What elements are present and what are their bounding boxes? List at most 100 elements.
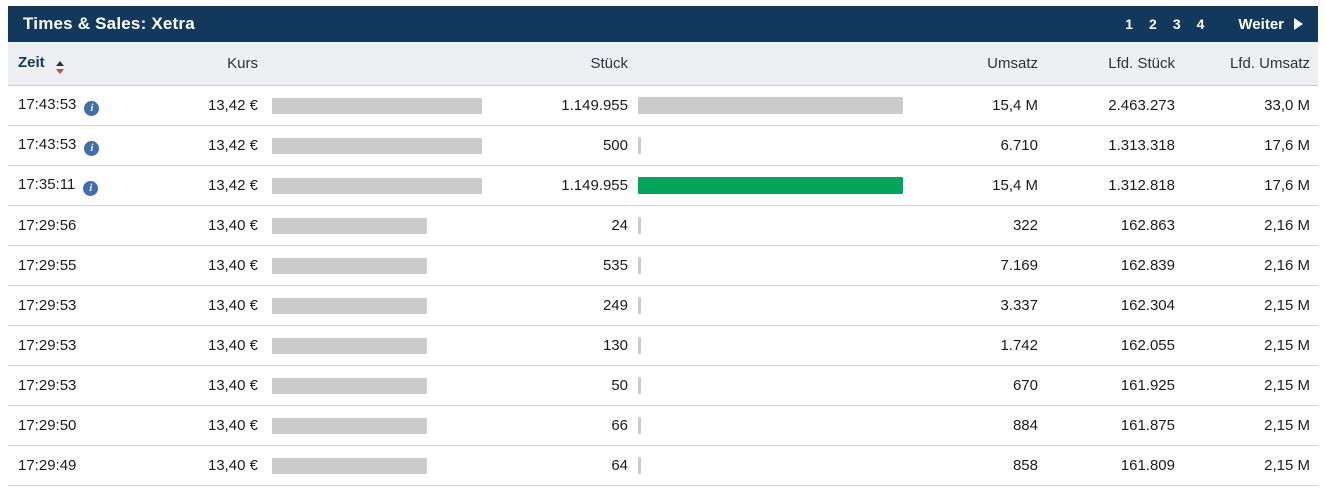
times-sales-panel: Times & Sales: Xetra 1 2 3 4 Weiter Zeit… <box>8 6 1318 486</box>
trade-price: 13,40 € <box>188 205 258 246</box>
info-icon[interactable]: i <box>84 140 100 156</box>
page-title: Times & Sales: Xetra <box>23 14 195 33</box>
cumulative-turnover: 2,15 M <box>1175 445 1318 486</box>
table-row: 17:35:11 i 13,42 € 1.149.955 15,4 M 1.312… <box>8 165 1318 206</box>
volume-bar <box>638 297 641 314</box>
trade-price: 13,40 € <box>188 365 258 406</box>
volume-bar <box>638 457 641 474</box>
price-level-bar <box>272 217 427 234</box>
column-header-umsatz: Umsatz <box>913 42 1038 86</box>
cumulative-volume: 162.055 <box>1038 325 1175 366</box>
table-row: 17:29:56 13,40 € 24 322 162.863 2,16 M <box>8 205 1318 246</box>
trade-price: 13,40 € <box>188 325 258 366</box>
price-level-bar <box>272 97 482 114</box>
cumulative-turnover: 33,0 M <box>1175 85 1318 126</box>
trade-volume: 535 <box>498 245 628 286</box>
trade-turnover: 3.337 <box>913 285 1038 326</box>
cumulative-volume: 161.809 <box>1038 445 1175 486</box>
trade-turnover: 884 <box>913 405 1038 446</box>
cumulative-volume: 161.875 <box>1038 405 1175 446</box>
cumulative-volume: 162.839 <box>1038 245 1175 286</box>
price-level-bar <box>272 377 427 394</box>
volume-bar <box>638 337 641 354</box>
trade-turnover: 670 <box>913 365 1038 406</box>
page-number-3[interactable]: 3 <box>1172 16 1181 32</box>
times-sales-table: Zeit Kurs Stück Umsatz Lfd. Stück Lfd. U… <box>8 42 1318 486</box>
trade-time: 17:29:49 <box>18 457 77 474</box>
next-page-label: Weiter <box>1238 15 1284 33</box>
volume-bar <box>638 137 641 154</box>
trade-turnover: 6.710 <box>913 125 1038 166</box>
trade-price: 13,42 € <box>188 85 258 126</box>
trade-turnover: 15,4 M <box>913 165 1038 206</box>
trade-volume: 1.149.955 <box>498 165 628 206</box>
cumulative-volume: 162.304 <box>1038 285 1175 326</box>
cumulative-volume: 162.863 <box>1038 205 1175 246</box>
volume-bar <box>638 417 641 434</box>
price-level-bar <box>272 337 427 354</box>
trade-turnover: 1.742 <box>913 325 1038 366</box>
table-row: 17:29:53 13,40 € 249 3.337 162.304 2,15 … <box>8 285 1318 326</box>
cumulative-volume: 1.313.318 <box>1038 125 1175 166</box>
trade-volume: 24 <box>498 205 628 246</box>
volume-bar <box>638 177 903 194</box>
column-header-kurs: Kurs <box>188 42 258 86</box>
arrow-right-icon <box>1294 18 1303 30</box>
table-body: 17:43:53 i 13,42 € 1.149.955 15,4 M 2.463… <box>8 85 1318 486</box>
cumulative-turnover: 2,15 M <box>1175 365 1318 406</box>
table-row: 17:29:50 13,40 € 66 884 161.875 2,15 M <box>8 405 1318 446</box>
trade-time: 17:43:53 <box>18 95 77 113</box>
volume-bar <box>638 217 641 234</box>
trade-time: 17:29:55 <box>18 257 77 274</box>
trade-price: 13,42 € <box>188 165 258 206</box>
column-header-zeit[interactable]: Zeit <box>8 42 188 86</box>
page-number-2[interactable]: 2 <box>1149 16 1157 32</box>
volume-bar <box>638 257 641 274</box>
trade-price: 13,40 € <box>188 285 258 326</box>
price-level-bar <box>272 417 427 434</box>
column-header-lfd-stueck: Lfd. Stück <box>1038 42 1175 86</box>
trade-turnover: 15,4 M <box>913 85 1038 126</box>
volume-bar <box>638 97 903 114</box>
panel-titlebar: Times & Sales: Xetra 1 2 3 4 Weiter <box>8 6 1318 42</box>
trade-turnover: 322 <box>913 205 1038 246</box>
trade-time: 17:35:11 <box>18 175 76 193</box>
price-level-bar <box>272 297 427 314</box>
trade-turnover: 858 <box>913 445 1038 486</box>
table-row: 17:29:55 13,40 € 535 7.169 162.839 2,16 … <box>8 245 1318 286</box>
trade-volume: 130 <box>498 325 628 366</box>
column-header-lfd-umsatz: Lfd. Umsatz <box>1175 42 1318 86</box>
table-row: 17:43:53 i 13,42 € 1.149.955 15,4 M 2.463… <box>8 85 1318 126</box>
price-level-bar <box>272 257 427 274</box>
trade-volume: 66 <box>498 405 628 446</box>
cumulative-volume: 2.463.273 <box>1038 85 1175 126</box>
cumulative-turnover: 17,6 M <box>1175 165 1318 206</box>
trade-volume: 1.149.955 <box>498 85 628 126</box>
table-row: 17:29:49 13,40 € 64 858 161.809 2,15 M <box>8 445 1318 486</box>
price-level-bar <box>272 457 427 474</box>
trade-time: 17:43:53 <box>18 135 77 153</box>
info-icon[interactable]: i <box>84 100 100 116</box>
column-header-zeit-label: Zeit <box>18 53 45 71</box>
column-header-stueck: Stück <box>498 42 628 86</box>
trade-price: 13,40 € <box>188 405 258 446</box>
column-header-kurs-bar <box>258 42 498 86</box>
trade-volume: 64 <box>498 445 628 486</box>
cumulative-volume: 1.312.818 <box>1038 165 1175 206</box>
trade-volume: 500 <box>498 125 628 166</box>
trade-price: 13,40 € <box>188 445 258 486</box>
info-icon[interactable]: i <box>83 180 99 196</box>
table-header-row: Zeit Kurs Stück Umsatz Lfd. Stück Lfd. U… <box>8 42 1318 86</box>
cumulative-turnover: 2,15 M <box>1175 285 1318 326</box>
table-row: 17:43:53 i 13,42 € 500 6.710 1.313.318 17… <box>8 125 1318 166</box>
next-page-button[interactable]: Weiter <box>1238 16 1303 33</box>
page-number-1[interactable]: 1 <box>1125 16 1134 32</box>
page-number-4[interactable]: 4 <box>1196 16 1205 32</box>
cumulative-turnover: 2,16 M <box>1175 245 1318 286</box>
trade-price: 13,42 € <box>188 125 258 166</box>
cumulative-turnover: 2,15 M <box>1175 405 1318 446</box>
trade-time: 17:29:50 <box>18 417 77 434</box>
sort-icon[interactable] <box>55 60 64 74</box>
cumulative-turnover: 17,6 M <box>1175 125 1318 166</box>
trade-time: 17:29:53 <box>18 377 77 394</box>
